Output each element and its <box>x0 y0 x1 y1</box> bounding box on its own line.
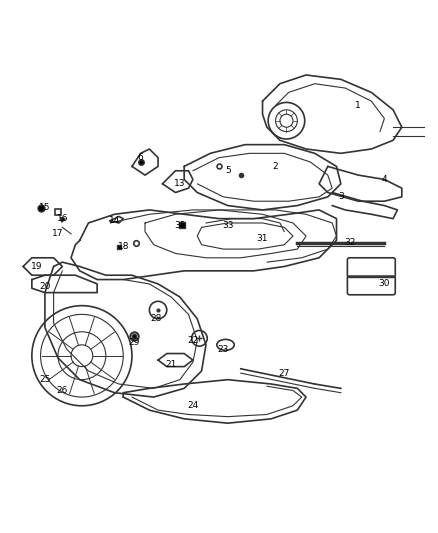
Text: 14: 14 <box>109 216 120 225</box>
Text: 24: 24 <box>187 401 198 410</box>
Text: 26: 26 <box>57 386 68 395</box>
Text: 2: 2 <box>273 162 279 171</box>
Text: 35: 35 <box>174 221 186 230</box>
Text: 15: 15 <box>39 203 51 212</box>
Text: 6: 6 <box>138 153 144 162</box>
Text: 1: 1 <box>355 101 361 110</box>
Text: 13: 13 <box>174 179 186 188</box>
Text: 17: 17 <box>52 229 64 238</box>
Text: 25: 25 <box>39 375 51 384</box>
Text: 18: 18 <box>117 243 129 252</box>
Text: 19: 19 <box>31 262 42 271</box>
Text: 20: 20 <box>39 281 51 290</box>
Text: 28: 28 <box>150 314 162 323</box>
Text: 23: 23 <box>218 345 229 354</box>
Text: 5: 5 <box>225 166 230 175</box>
Text: 31: 31 <box>257 233 268 243</box>
Text: 29: 29 <box>128 338 140 347</box>
Text: 21: 21 <box>166 360 177 369</box>
Text: 27: 27 <box>279 369 290 377</box>
Text: 3: 3 <box>338 192 344 201</box>
Text: 33: 33 <box>222 221 233 230</box>
Text: 16: 16 <box>57 214 68 223</box>
Text: 22: 22 <box>187 336 198 345</box>
Text: 32: 32 <box>344 238 355 247</box>
Text: 30: 30 <box>378 279 390 288</box>
Text: 4: 4 <box>381 175 387 184</box>
